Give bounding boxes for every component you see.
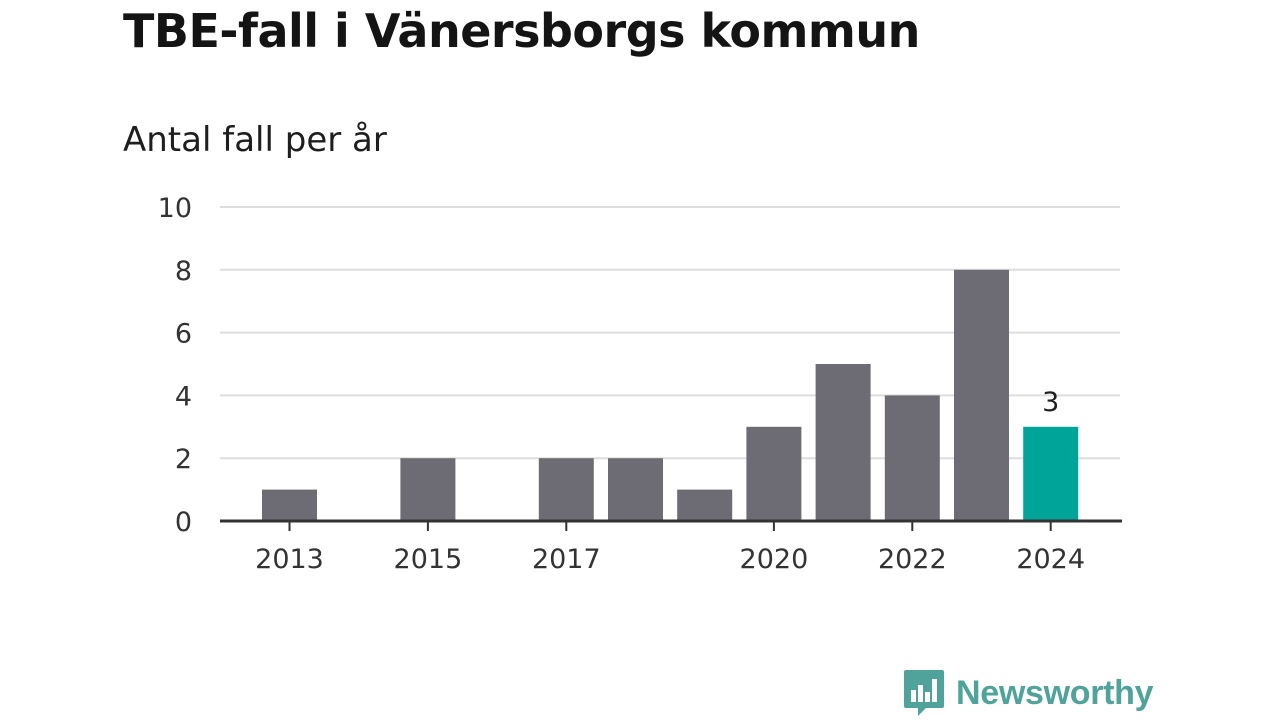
- y-tick-label: 10: [158, 193, 192, 224]
- y-tick-label: 0: [175, 507, 192, 538]
- brand-logo: Newsworthy: [902, 668, 1154, 718]
- bar-2021: [815, 364, 871, 521]
- x-tick-label: 2017: [532, 544, 601, 575]
- chart-subtitle: Antal fall per år: [123, 120, 387, 160]
- labels: 0 2 4 6 8 10 2013 2015 2017 2020 2022 2024 3: [158, 193, 1085, 575]
- x-tick-label: 2024: [1016, 544, 1085, 575]
- bar-2022: [884, 395, 940, 521]
- bar-2023: [954, 269, 1009, 521]
- x-tick-label: 2020: [740, 544, 809, 575]
- y-tick-label: 8: [175, 256, 192, 287]
- bar-2017: [538, 458, 594, 521]
- data-label: 3: [1042, 387, 1059, 418]
- x-tick-label: 2015: [394, 544, 463, 575]
- y-tick-label: 2: [175, 444, 192, 475]
- bar-chart: 0 2 4 6 8 10 2013 2015 2017 2020 2022 2024 3: [158, 193, 1122, 575]
- newsworthy-logo-icon: [904, 670, 944, 716]
- bar-2020: [746, 426, 802, 521]
- bar-2015: [400, 458, 456, 521]
- bars: [262, 269, 1079, 521]
- bar-2013: [262, 489, 317, 521]
- y-tick-label: 6: [175, 319, 192, 350]
- bar-2019: [677, 489, 733, 521]
- x-tick-label: 2013: [255, 544, 324, 575]
- bar-2024: [1023, 426, 1079, 521]
- bar-2018: [608, 458, 663, 521]
- brand-name: Newsworthy: [956, 673, 1154, 712]
- x-tick-label: 2022: [878, 544, 947, 575]
- axes: [220, 519, 1122, 531]
- y-tick-label: 4: [175, 381, 192, 412]
- chart-title: TBE-fall i Vänersborgs kommun: [123, 4, 920, 58]
